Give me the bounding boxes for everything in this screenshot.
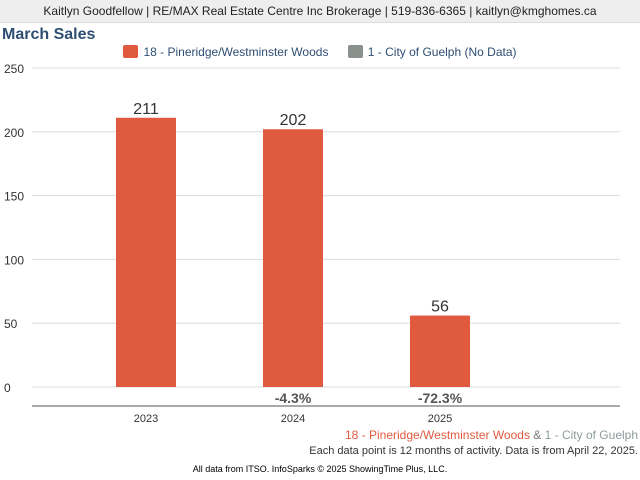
bar-2025 xyxy=(410,315,470,387)
data-label-2024: 202 xyxy=(280,112,307,129)
y-tick-label-150: 150 xyxy=(4,190,24,204)
y-tick-label-200: 200 xyxy=(4,126,24,140)
y-tick-label-250: 250 xyxy=(4,62,24,76)
legend-item-guelph[interactable]: 1 - City of Guelph (No Data) xyxy=(347,45,517,59)
change-label-2025: -72.3% xyxy=(418,390,463,406)
footer-ampersand: & xyxy=(529,428,545,442)
bar-2024 xyxy=(263,129,323,388)
legend-swatch-pineridge xyxy=(123,45,139,58)
x-tick-label-2025: 2025 xyxy=(428,413,452,425)
credits-text: All data from ITSO. InfoSparks © 2025 Sh… xyxy=(192,464,448,474)
legend-label-pineridge: 18 - Pineridge/Westminster Woods xyxy=(143,45,329,59)
bar-2023 xyxy=(116,117,176,387)
data-label-2025: 56 xyxy=(431,299,449,316)
chart-title: March Sales xyxy=(2,26,96,43)
chart-legend: 18 - Pineridge/Westminster Woods 1 - Cit… xyxy=(0,45,640,59)
footer-series2-label: 1 - City of Guelph xyxy=(544,428,638,442)
data-label-2023: 211 xyxy=(133,101,159,118)
footer-series1-label: 18 - Pineridge/Westminster Woods xyxy=(344,428,530,442)
footer-series-caption: 18 - Pineridge/Westminster Woods & 1 - C… xyxy=(345,428,638,442)
agent-contact-header: Kaitlyn Goodfellow | RE/MAX Real Estate … xyxy=(0,0,640,23)
legend-label-guelph: 1 - City of Guelph (No Data) xyxy=(367,45,517,59)
x-tick-label-2023: 2023 xyxy=(134,413,158,425)
legend-item-pineridge[interactable]: 18 - Pineridge/Westminster Woods xyxy=(123,45,328,59)
x-tick-label-2024: 2024 xyxy=(281,413,305,425)
change-label-2024: -4.3% xyxy=(275,390,312,406)
y-tick-label-0: 0 xyxy=(4,381,11,395)
data-note: Each data point is 12 months of activity… xyxy=(309,445,638,457)
legend-swatch-guelph xyxy=(347,45,363,58)
y-tick-label-100: 100 xyxy=(4,253,24,267)
y-tick-label-50: 50 xyxy=(4,317,18,331)
